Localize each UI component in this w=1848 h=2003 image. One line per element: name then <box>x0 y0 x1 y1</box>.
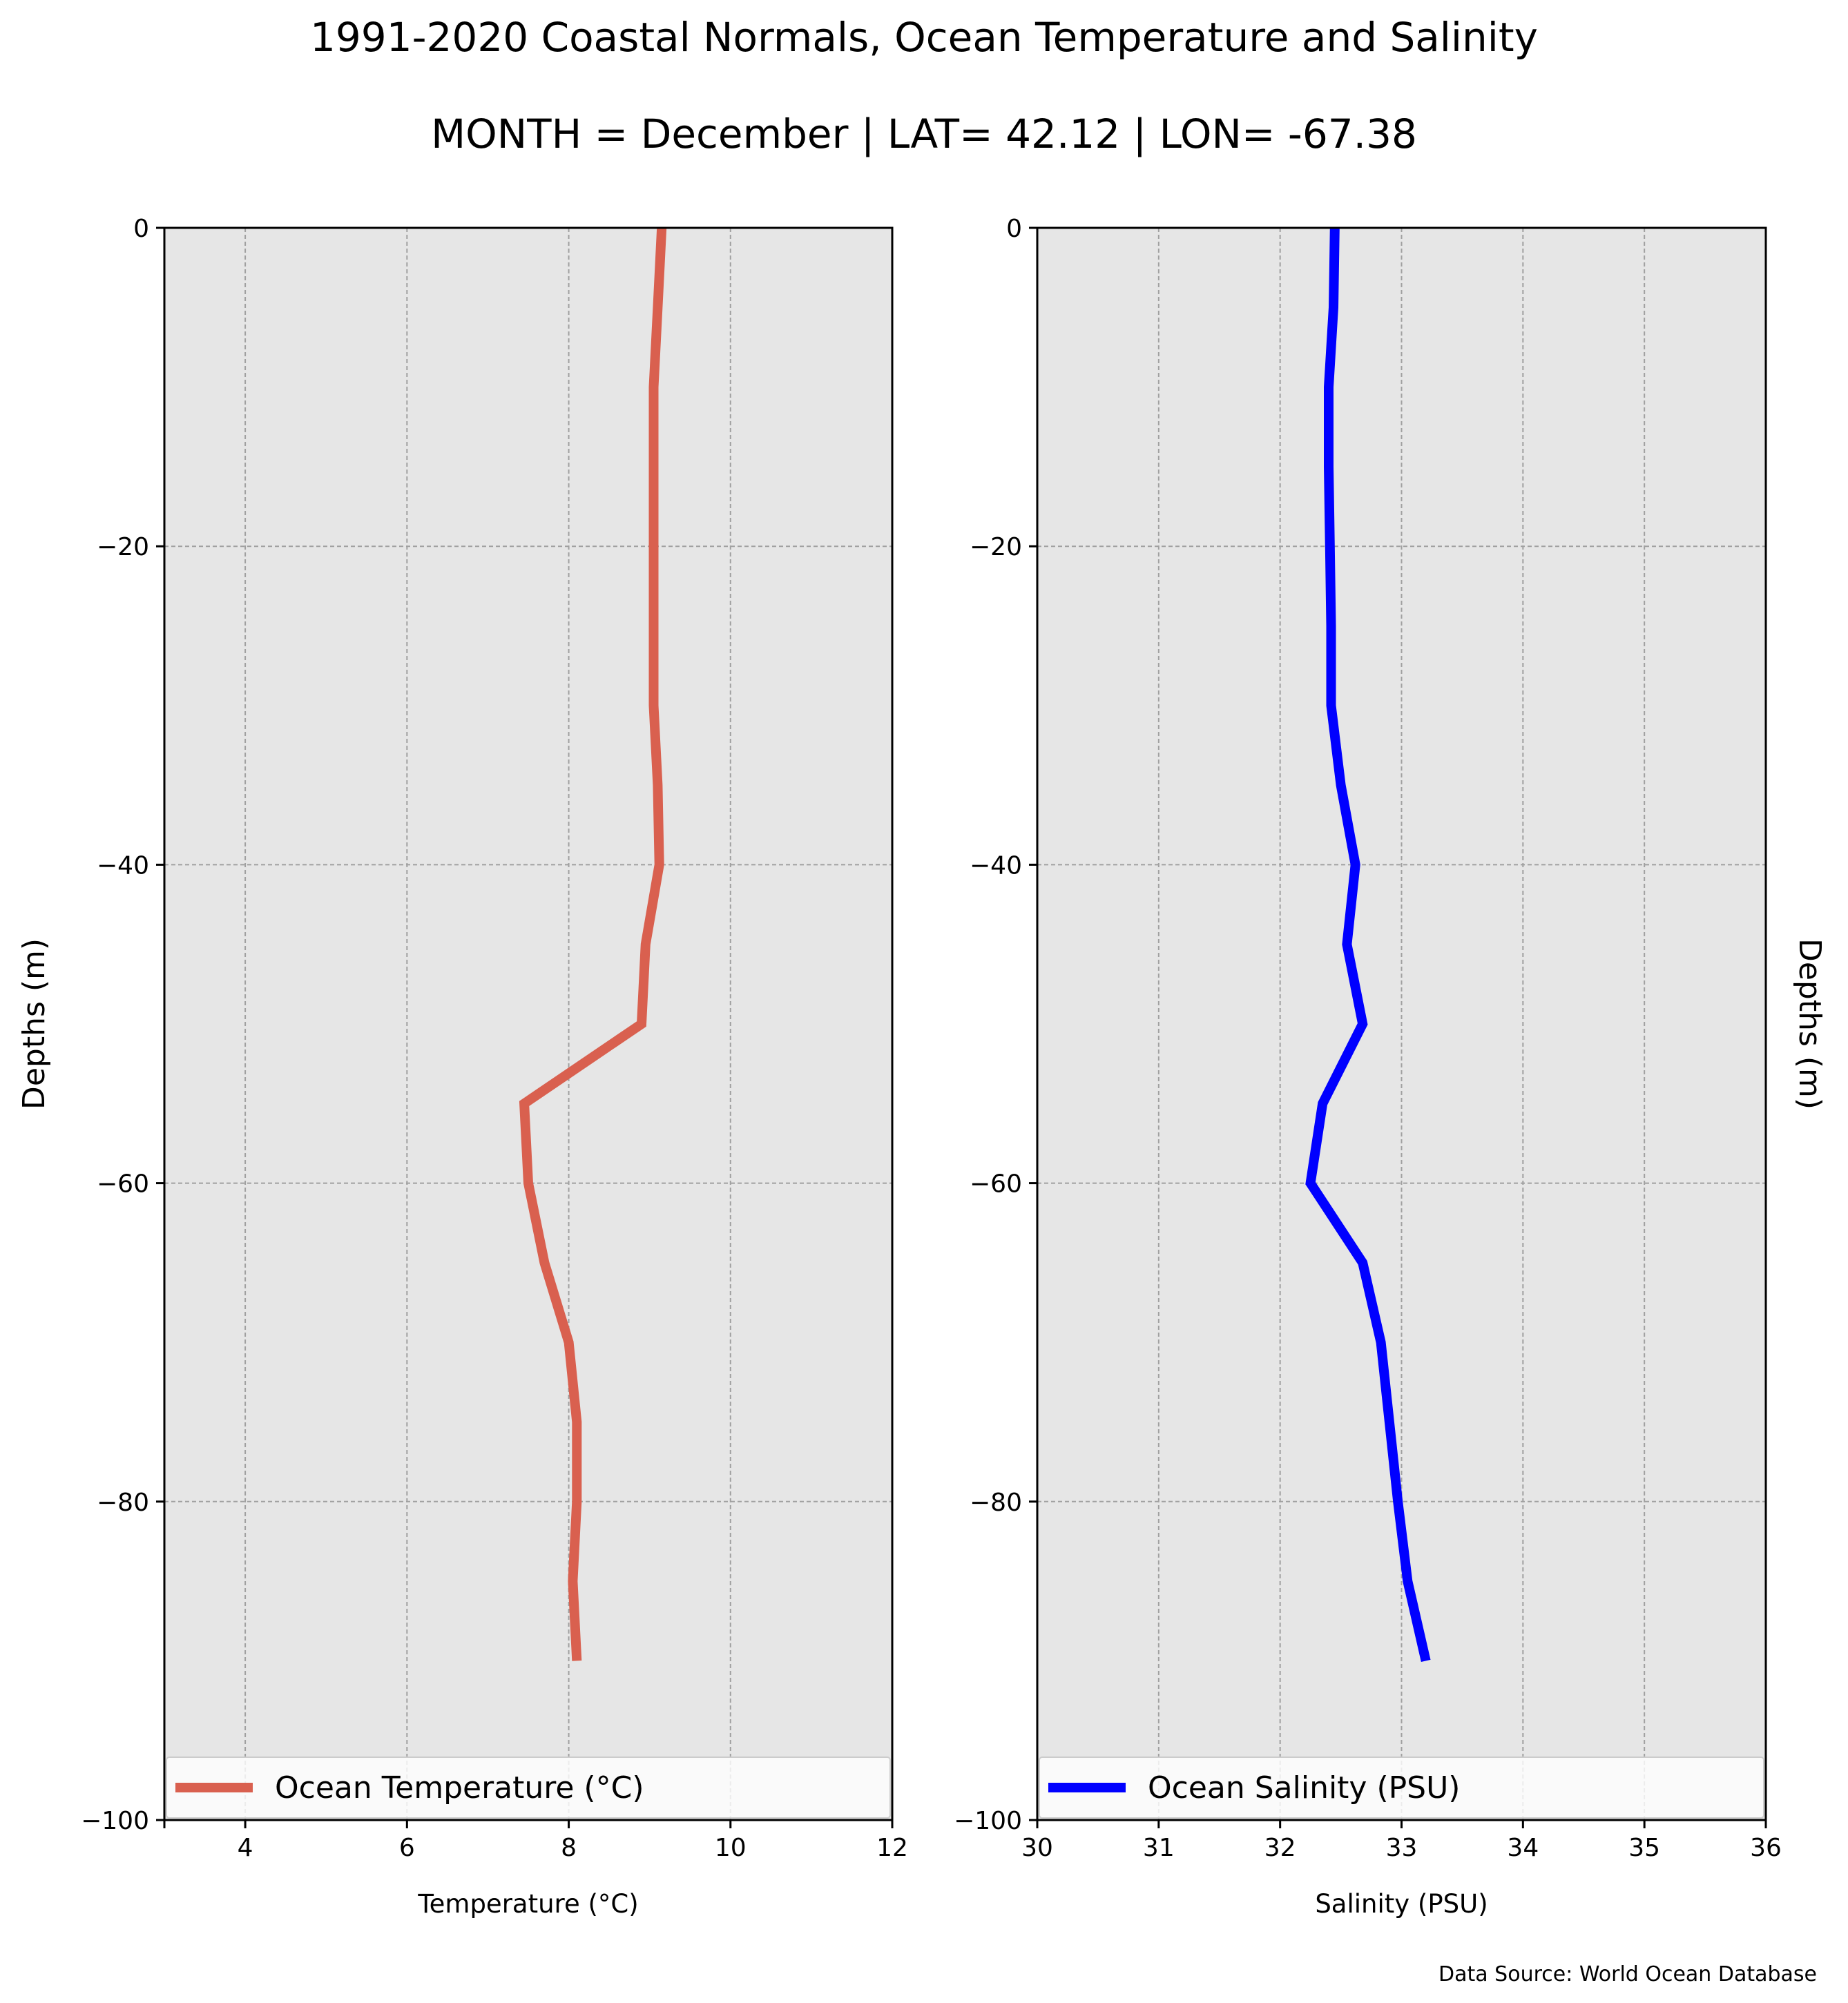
x-tick-label: 32 <box>1264 1834 1296 1862</box>
legend: Ocean Temperature (°C) <box>166 1757 891 1819</box>
x-axis-label: Salinity (PSU) <box>1315 1889 1488 1919</box>
y-tick-label: −20 <box>970 533 1022 561</box>
y-tick-label: −40 <box>970 851 1022 880</box>
axes-frame <box>163 226 894 1821</box>
y-tick-label: −100 <box>954 1807 1022 1835</box>
x-tick-label: 34 <box>1507 1834 1539 1862</box>
panel-1: 4 6 8 10 12 0 −20 −40 −60 −80 −100 Temperature (°C)… <box>17 215 908 1919</box>
figure-title: 1991-2020 Coastal Normals, Ocean Tempera… <box>310 14 1538 61</box>
legend-label: Ocean Temperature (°C) <box>275 1770 644 1806</box>
series-line-1 <box>519 227 667 1661</box>
y-tick-label: −80 <box>970 1489 1022 1517</box>
data-source-note: Data Source: World Ocean Database <box>1438 1962 1817 1986</box>
legend-label: Ocean Salinity (PSU) <box>1148 1770 1460 1806</box>
y-tick-label: −20 <box>97 533 149 561</box>
y-tick-label: −60 <box>97 1170 149 1199</box>
y-axis-label: Depths (m) <box>17 938 52 1110</box>
x-tick-label: 30 <box>1021 1834 1053 1862</box>
series-line-1 <box>1305 227 1431 1662</box>
x-axis-label: Temperature (°C) <box>417 1889 638 1919</box>
legend-box <box>1039 1757 1764 1819</box>
x-tick-label: 6 <box>399 1834 415 1862</box>
x-tick-label: 12 <box>876 1834 908 1862</box>
panel-2: 30 31 32 33 34 35 36 0 −20 −40 −60 −80 −100 Salinity … <box>954 215 1827 1919</box>
y-tick-label: −60 <box>970 1170 1022 1199</box>
y-tick-label: 0 <box>133 215 149 243</box>
x-tick-label: 8 <box>561 1834 577 1862</box>
y-tick-label: 0 <box>1006 215 1022 243</box>
y-axis-label: Depths (m) <box>1792 938 1827 1110</box>
x-tick-label: 31 <box>1143 1834 1175 1862</box>
legend: Ocean Salinity (PSU) <box>1039 1757 1764 1819</box>
figure-subtitle: MONTH = December | LAT= 42.12 | LON= -67… <box>431 110 1417 157</box>
y-tick-label: −100 <box>81 1807 149 1835</box>
x-tick-label: 33 <box>1386 1834 1418 1862</box>
x-tick-label: 36 <box>1750 1834 1782 1862</box>
x-tick-label: 10 <box>715 1834 747 1862</box>
x-tick-label: 4 <box>238 1834 253 1862</box>
y-tick-label: −40 <box>97 851 149 880</box>
plot-area <box>164 228 892 1820</box>
y-tick-label: −80 <box>97 1489 149 1517</box>
x-tick-label: 35 <box>1628 1834 1660 1862</box>
legend-box <box>166 1757 891 1819</box>
